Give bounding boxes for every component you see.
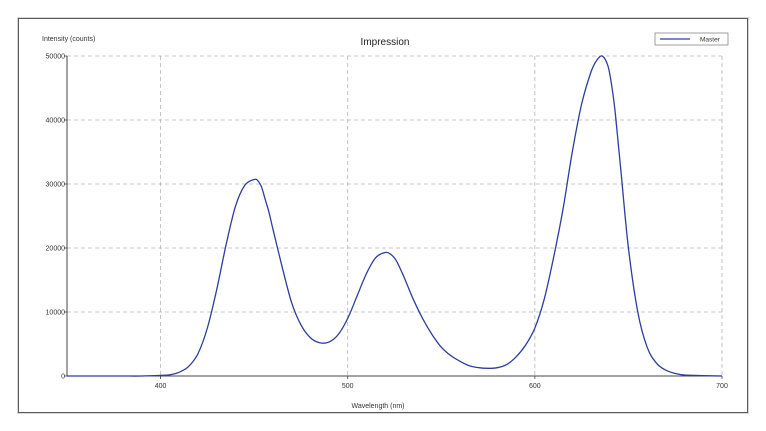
x-axis-title: Wavelength (nm) bbox=[351, 403, 404, 410]
legend-label-master: Master bbox=[700, 37, 721, 44]
y-tick-label: 50000 bbox=[46, 54, 66, 61]
series-line-master bbox=[67, 55, 723, 377]
y-tick-label: 20000 bbox=[46, 246, 66, 253]
x-tick-label: 700 bbox=[716, 383, 728, 390]
legend[interactable]: Master bbox=[654, 32, 729, 46]
x-tick-label: 400 bbox=[155, 383, 167, 390]
legend-box bbox=[654, 32, 729, 46]
y-tick-label: 0 bbox=[61, 374, 65, 381]
axis-ticks: 400 500 600 700 0 10000 20000 30000 40000 50000 bbox=[46, 54, 728, 391]
y-tick-label: 10000 bbox=[46, 310, 66, 317]
y-tick-label: 40000 bbox=[46, 118, 66, 125]
x-tick-label: 500 bbox=[342, 383, 354, 390]
grid-lines bbox=[67, 55, 723, 376]
chart-title: Impression bbox=[361, 37, 410, 48]
x-tick-label: 600 bbox=[529, 383, 541, 390]
chart-frame bbox=[18, 18, 748, 413]
y-tick-label: 30000 bbox=[46, 182, 66, 189]
y-axis-title: Intensity (counts) bbox=[42, 36, 95, 43]
